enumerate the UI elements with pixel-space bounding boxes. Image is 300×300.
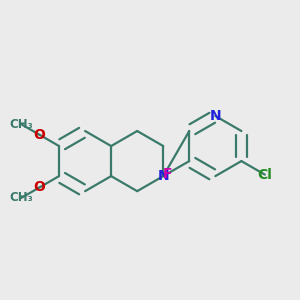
Text: N: N [209, 109, 221, 123]
Text: N: N [158, 169, 169, 183]
Text: CH₃: CH₃ [9, 118, 33, 131]
Text: CH₃: CH₃ [9, 191, 33, 204]
Text: O: O [34, 128, 45, 142]
Text: Cl: Cl [257, 168, 272, 182]
Text: F: F [162, 167, 172, 181]
Text: O: O [34, 180, 45, 194]
